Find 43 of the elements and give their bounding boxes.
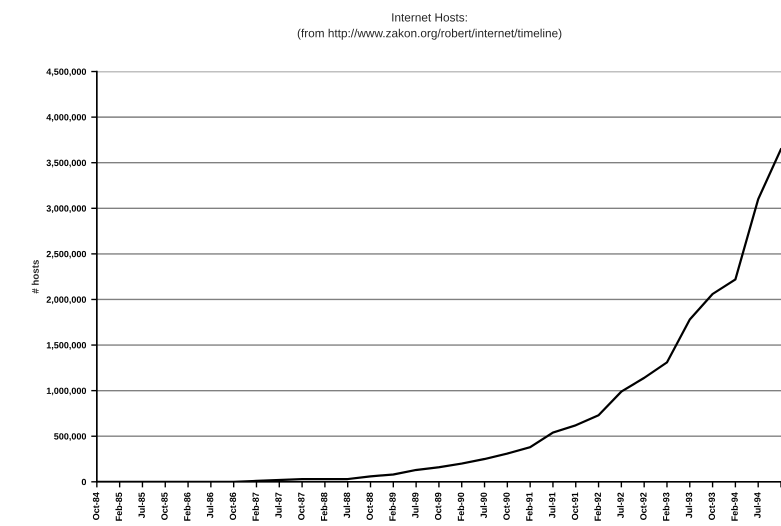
x-tick-label: Oct-87: [298, 492, 305, 520]
x-tick-label: Jul-89: [412, 492, 419, 518]
x-tick-label: Oct-88: [366, 492, 373, 520]
x-tick-label: Oct-89: [434, 492, 442, 520]
x-tick-label: Oct-92: [640, 492, 647, 520]
x-tick-label: Feb-92: [594, 492, 601, 521]
y-tick-label: 3,000,000: [46, 205, 86, 213]
y-tick-label: 4,500,000: [46, 68, 86, 76]
x-tick-label: Feb-89: [389, 492, 396, 521]
x-tick-label: Oct-86: [230, 492, 236, 520]
chart-subtitle: (from http://www.zakon.org/robert/internet/timeline): [298, 28, 562, 40]
y-tick-label: 2,000,000: [46, 296, 86, 304]
x-tick-label: Jul-85: [138, 492, 145, 518]
x-tick-label: Oct-85: [161, 492, 168, 520]
x-tick-label: Oct-91: [572, 492, 578, 520]
x-tick-label: Jul-87: [275, 492, 282, 518]
y-tick-label: 4,000,000: [46, 114, 86, 122]
x-tick-label: Jul-94: [754, 492, 761, 518]
x-tick-label: Feb-86: [184, 492, 190, 521]
x-tick-label: Jul-90: [480, 492, 487, 518]
x-tick-label: Jul-92: [617, 492, 624, 518]
x-tick-label: Feb-93: [662, 492, 670, 521]
y-axis-title: # hosts: [32, 260, 39, 294]
y-tick-label: 1,500,000: [46, 342, 86, 350]
x-tick-label: Jul-93: [686, 492, 692, 518]
y-tick-label: 3,500,000: [46, 160, 86, 168]
y-tick-label: 2,500,000: [46, 250, 86, 259]
y-tick-label: 1,000,000: [46, 388, 86, 396]
x-tick-label: Jul-88: [343, 492, 350, 518]
x-tick-label: Feb-87: [252, 492, 259, 521]
x-tick-label: Oct-90: [503, 492, 510, 520]
x-tick-label: Oct-84: [92, 492, 100, 520]
x-tick-label: Feb-94: [731, 492, 738, 521]
x-tick-label: Jul-86: [206, 492, 214, 518]
x-tick-label: Jul-91: [548, 492, 556, 518]
x-tick-label: Feb-88: [320, 492, 328, 521]
chart-title: Internet Hosts:: [392, 13, 467, 22]
y-tick-label: 0: [82, 478, 86, 486]
x-tick-label: Feb-85: [115, 492, 122, 521]
x-tick-label: Feb-91: [526, 492, 533, 521]
y-tick-label: 500,000: [54, 433, 86, 441]
x-tick-label: Feb-90: [458, 492, 464, 521]
x-tick-label: Oct-93: [708, 492, 716, 520]
